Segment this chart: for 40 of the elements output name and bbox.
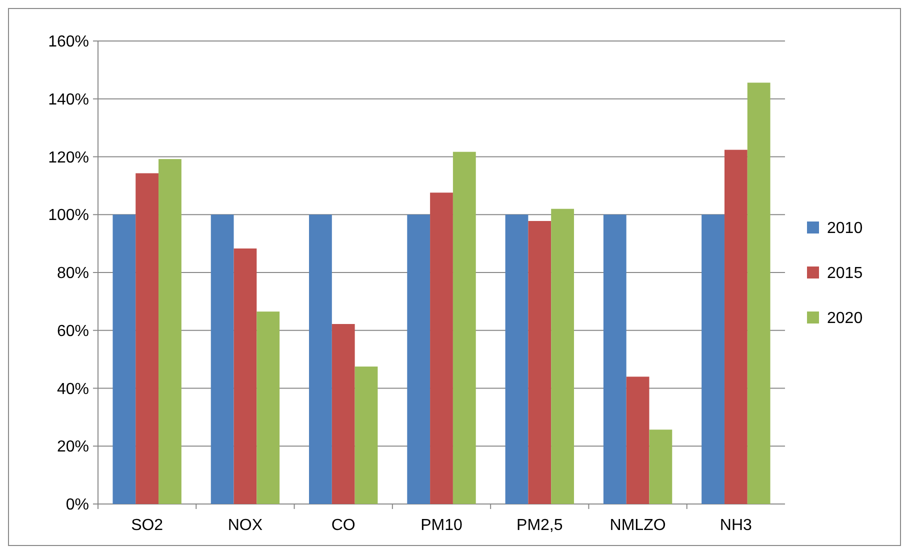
x-tick-label: NMLZO: [610, 517, 666, 534]
bar: [603, 214, 626, 504]
bar: [354, 366, 378, 504]
legend-label: 2010: [827, 220, 863, 238]
bar: [649, 430, 672, 504]
bar: [551, 208, 574, 504]
legend-label: 2020: [827, 310, 863, 328]
bar: [309, 214, 332, 504]
bar: [332, 324, 355, 504]
y-tick-label: 100%: [48, 207, 89, 224]
y-tick-label: 40%: [56, 380, 89, 398]
bar: [112, 214, 136, 504]
bar: [505, 214, 528, 504]
y-tick-label: 160%: [48, 34, 89, 51]
bar: [136, 173, 159, 504]
bar: [747, 82, 770, 504]
x-tick-label: SO2: [131, 517, 164, 534]
x-tick-label: PM2,5: [516, 517, 563, 534]
bar: [158, 159, 182, 504]
y-tick-label: 120%: [48, 149, 89, 166]
x-tick-label: NH3: [720, 517, 752, 534]
bar: [407, 214, 430, 504]
bar: [430, 192, 453, 504]
bar: [452, 152, 476, 504]
y-tick-label: 0%: [66, 496, 89, 514]
x-tick-label: NOX: [228, 517, 263, 534]
bar: [626, 376, 650, 504]
legend-label: 2015: [827, 265, 863, 282]
x-tick-label: PM10: [420, 517, 462, 534]
y-tick-label: 60%: [56, 322, 89, 340]
bar: [234, 248, 257, 504]
x-tick-label: CO: [331, 517, 356, 534]
bar: [724, 150, 748, 504]
bar: [528, 220, 552, 504]
y-tick-label: 80%: [56, 265, 89, 282]
y-tick-label: 140%: [48, 91, 89, 108]
y-tick-label: 20%: [56, 438, 89, 456]
bar: [210, 214, 234, 504]
bar: [702, 214, 724, 504]
bar: [256, 312, 280, 504]
